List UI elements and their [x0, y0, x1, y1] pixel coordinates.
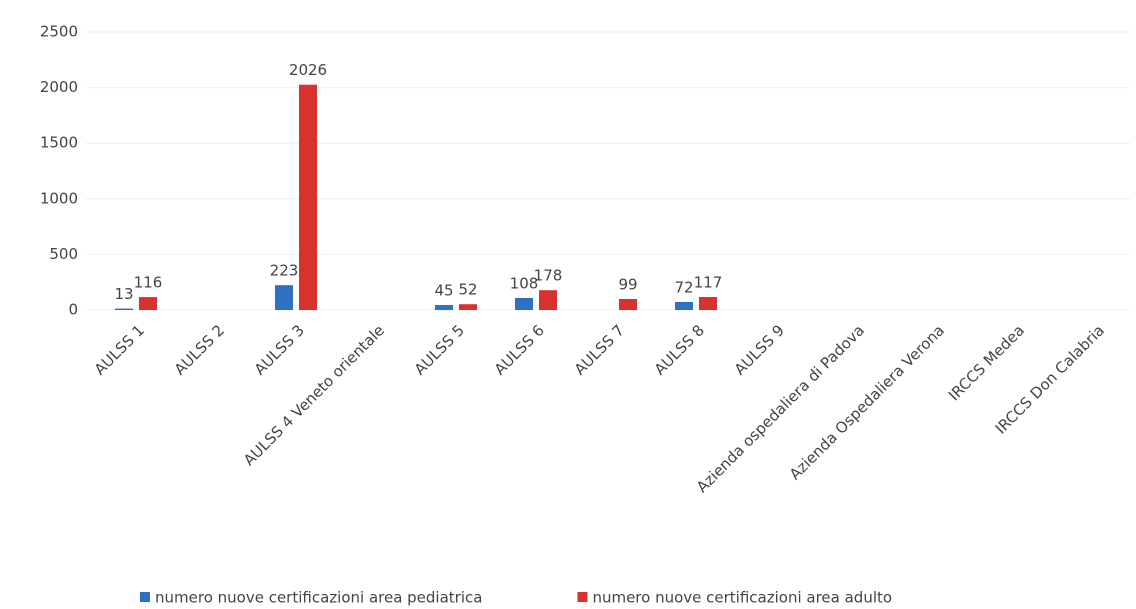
bar [459, 304, 477, 310]
data-label: 108 [510, 274, 539, 292]
legend-label: numero nuove certificazioni area pediatr… [155, 589, 482, 607]
x-tick-label: Azienda Ospedaliera Verona [786, 321, 948, 483]
x-tick-label: AULSS 2 [171, 321, 228, 378]
data-label: 117 [694, 273, 723, 291]
data-label: 99 [618, 275, 637, 293]
data-label: 13 [114, 285, 133, 303]
x-tick-label: AULSS 1 [91, 321, 148, 378]
data-label: 72 [674, 278, 693, 296]
x-tick-label: Azienda ospedaliera di Padova [693, 321, 868, 496]
x-tick-label: AULSS 5 [411, 321, 468, 378]
legend-label: numero nuove certificazioni area adulto [592, 589, 892, 607]
legend-swatch [140, 592, 150, 602]
bar [515, 297, 533, 310]
bar [115, 308, 133, 310]
data-label: 2026 [289, 61, 327, 79]
data-label: 116 [134, 274, 163, 292]
x-tick-label: IRCCS Medea [945, 321, 1028, 404]
y-tick-label: 2500 [40, 23, 78, 41]
x-tick-label: AULSS 3 [251, 321, 308, 378]
bar [539, 290, 557, 310]
y-tick-label: 1500 [40, 134, 78, 152]
data-label: 45 [434, 281, 453, 299]
data-label: 223 [270, 262, 299, 280]
bar [299, 84, 317, 310]
bar [435, 304, 453, 310]
legend-item: numero nuove certificazioni area pediatr… [140, 589, 482, 607]
x-tick-label: AULSS 4 Veneto orientale [240, 321, 388, 469]
y-tick-label: 2000 [40, 78, 78, 96]
data-label: 178 [534, 267, 563, 285]
bar [275, 285, 293, 310]
y-tick-label: 500 [49, 245, 78, 263]
bar [139, 297, 157, 310]
data-label: 52 [458, 281, 477, 299]
y-tick-label: 0 [68, 301, 78, 319]
x-tick-label: AULSS 6 [491, 321, 548, 378]
x-tick-label: AULSS 7 [571, 321, 628, 378]
bar [675, 301, 693, 310]
x-tick-label: AULSS 9 [731, 321, 788, 378]
bar [619, 298, 637, 310]
y-tick-label: 1000 [40, 189, 78, 207]
legend-item: numero nuove certificazioni area adulto [577, 589, 892, 607]
x-tick-label: AULSS 8 [651, 321, 708, 378]
bar [699, 296, 717, 310]
legend-swatch [577, 592, 588, 602]
